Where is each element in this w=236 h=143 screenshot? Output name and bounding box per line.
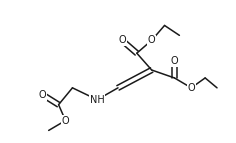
Text: O: O [62,116,69,126]
Text: O: O [148,35,156,45]
Text: O: O [187,83,195,93]
Text: O: O [39,90,46,100]
Text: O: O [171,56,178,66]
Text: O: O [118,35,126,45]
Text: NH: NH [90,95,105,105]
